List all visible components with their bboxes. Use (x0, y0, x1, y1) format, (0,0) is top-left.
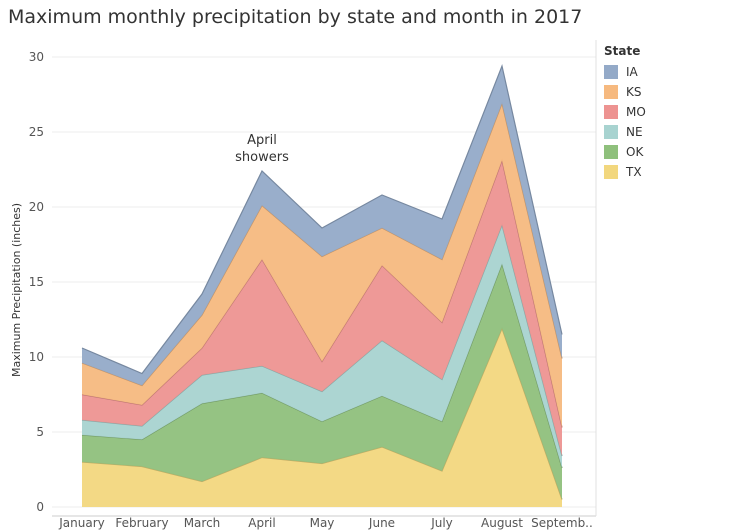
area-ia (82, 66, 562, 386)
area-mo (82, 160, 562, 456)
x-tick-label: July (430, 516, 453, 530)
legend-item-ne[interactable]: NE (604, 122, 646, 142)
y-tick-label: 25 (29, 125, 44, 139)
x-tick-label: March (184, 516, 221, 530)
legend-item-mo[interactable]: MO (604, 102, 646, 122)
y-tick-label: 30 (29, 50, 44, 64)
chart-title: Maximum monthly precipitation by state a… (8, 6, 583, 28)
y-axis-label: Maximum Precipitation (inches) (10, 203, 23, 377)
legend-label: TX (626, 165, 642, 179)
legend-swatch (604, 125, 618, 139)
annotation-text: showers (235, 150, 289, 165)
y-axis-ticks: 0 5 10 15 20 25 30 (29, 50, 44, 514)
x-tick-label: January (58, 516, 105, 530)
y-tick-label: 15 (29, 275, 44, 289)
legend: State IA KS MO NE OK TX (604, 44, 646, 182)
area-ne (82, 225, 562, 468)
x-tick-label: June (368, 516, 395, 530)
x-axis-ticks: January February March April May June July Augu… (58, 516, 593, 530)
legend-swatch (604, 65, 618, 79)
legend-swatch (604, 105, 618, 119)
legend-item-ok[interactable]: OK (604, 142, 646, 162)
legend-swatch (604, 165, 618, 179)
legend-item-tx[interactable]: TX (604, 162, 646, 182)
x-tick-label: May (310, 516, 335, 530)
y-tick-label: 0 (36, 500, 44, 514)
legend-item-ks[interactable]: KS (604, 82, 646, 102)
y-tick-label: 20 (29, 200, 44, 214)
x-tick-label: August (481, 516, 523, 530)
x-tick-label: Septemb.. (531, 516, 593, 530)
x-tick-label: February (115, 516, 168, 530)
legend-label: KS (626, 85, 642, 99)
legend-title: State (604, 44, 641, 58)
area-ok (82, 264, 562, 500)
legend-label: MO (626, 105, 646, 119)
y-tick-label: 10 (29, 350, 44, 364)
y-tick-label: 5 (36, 425, 44, 439)
stacked-areas (81, 63, 563, 507)
legend-label: OK (626, 145, 644, 159)
legend-swatch (604, 85, 618, 99)
legend-item-ia[interactable]: IA (604, 62, 646, 82)
annotation-text: April (247, 133, 277, 148)
legend-label: IA (626, 65, 638, 79)
legend-items: IA KS MO NE OK TX (604, 62, 646, 182)
legend-swatch (604, 145, 618, 159)
area-ks (82, 103, 562, 428)
legend-label: NE (626, 125, 643, 139)
line-ia (81, 63, 563, 375)
area-tx (82, 328, 562, 507)
chart-annotations: April showers (235, 133, 289, 165)
x-tick-label: April (248, 516, 275, 530)
